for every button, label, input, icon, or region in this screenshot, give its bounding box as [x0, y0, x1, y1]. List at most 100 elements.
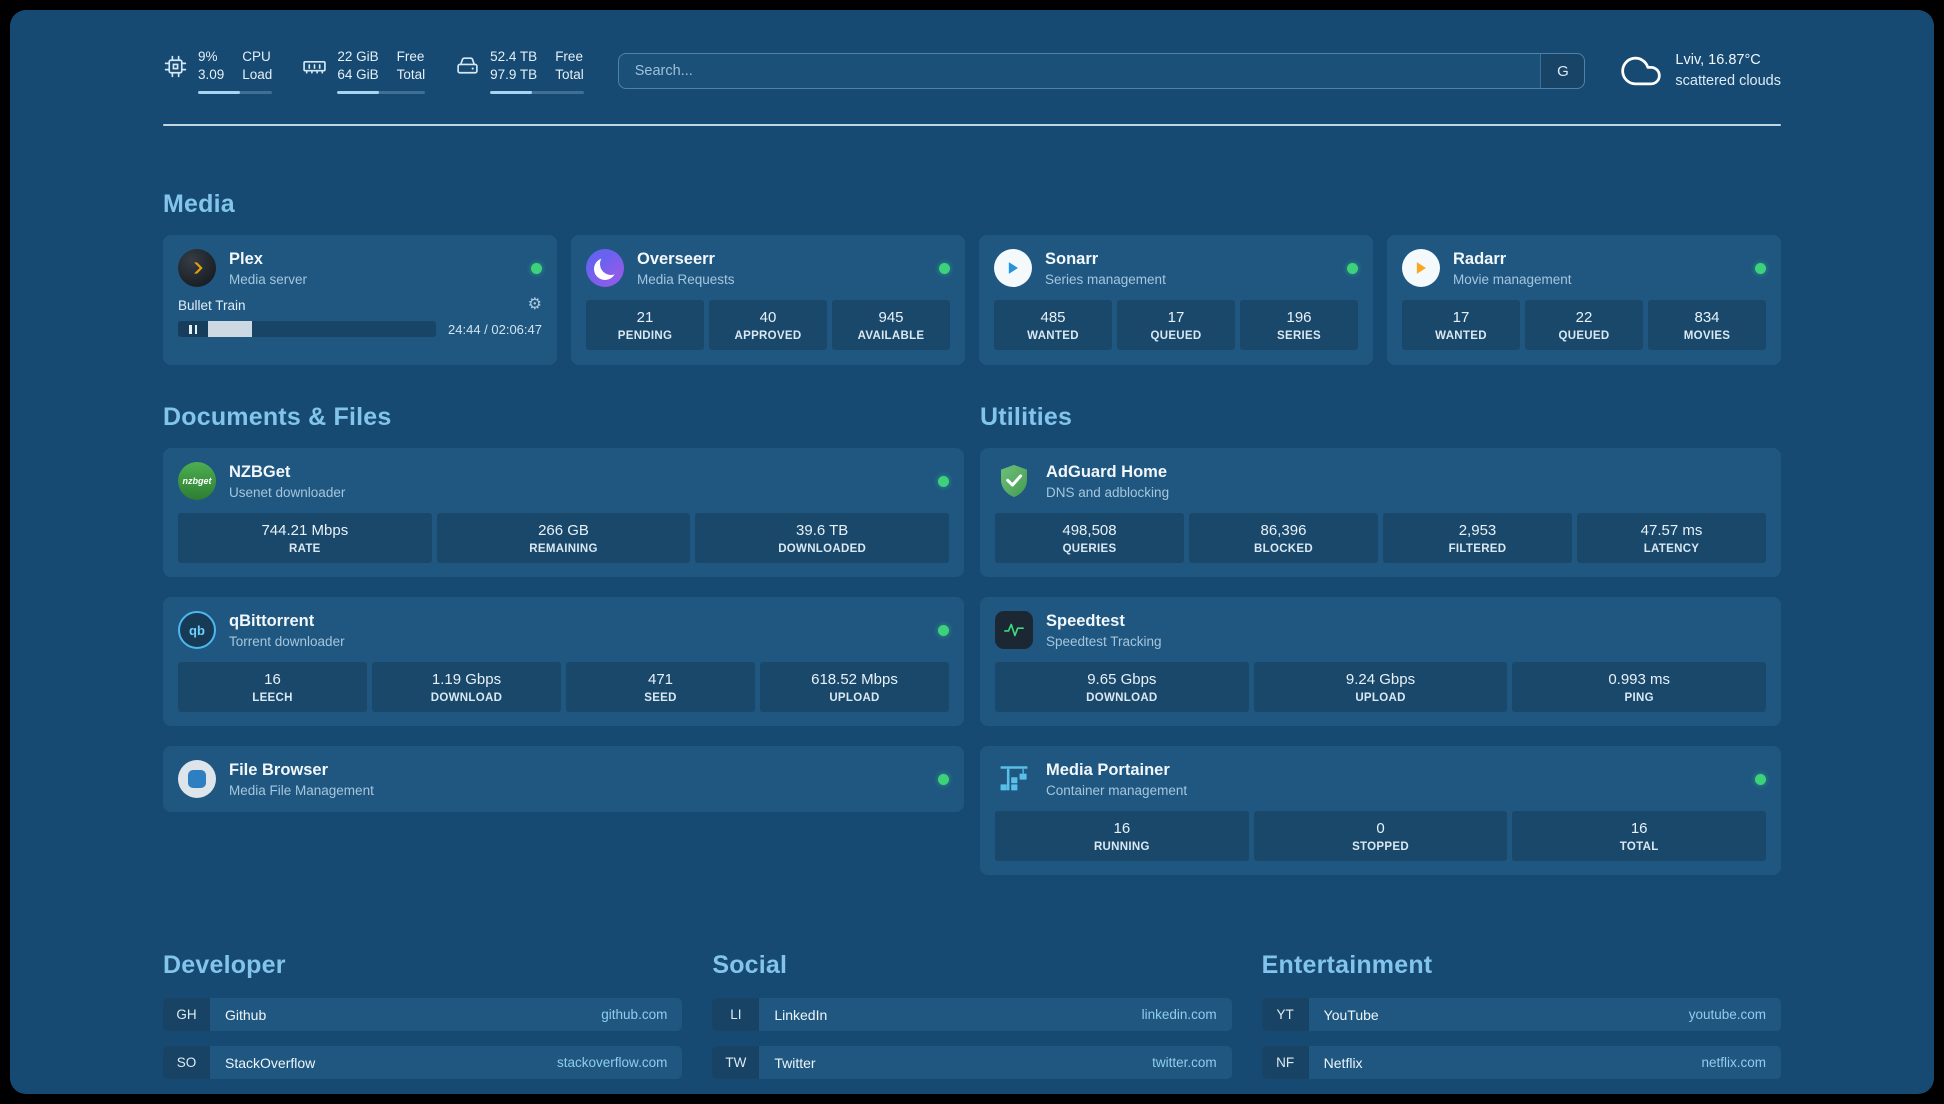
filebrowser-card-header: File Browser Media File Management	[178, 760, 949, 799]
filebrowser-card[interactable]: File Browser Media File Management	[163, 746, 964, 813]
service-subtitle: DNS and adblocking	[1046, 484, 1170, 500]
speedtest-stats: 9.65 Gbps DOWNLOAD 9.24 Gbps UPLOAD 0.99…	[995, 662, 1767, 713]
service-name: NZBGet	[229, 462, 291, 481]
stat-stopped: 0 STOPPED	[1253, 811, 1508, 862]
cpu-widget: 9% 3.09 CPU Load	[163, 48, 273, 95]
bookmark-group-developer: Developer GH Github github.com SO StackO…	[163, 951, 683, 1094]
status-dot	[938, 475, 949, 487]
stat-value: 17	[1452, 309, 1470, 327]
bookmark-abbr: SO	[163, 1046, 210, 1080]
radarr-card[interactable]: Radarr Movie management 17 WANTED 22 QUE…	[1387, 235, 1781, 366]
adguard-card-header: AdGuard Home DNS and adblocking	[995, 462, 1766, 500]
stat-value: 47.57 ms	[1640, 522, 1703, 540]
qbittorrent-card[interactable]: qb qBittorrent Torrent downloader 16 LEE…	[163, 597, 964, 727]
service-subtitle: Torrent downloader	[229, 633, 345, 649]
memory-widget-main: 22 GiB 64 GiB Free Total	[302, 48, 425, 84]
status-dot	[531, 262, 542, 274]
stat-value: 2,953	[1458, 522, 1497, 540]
bookmark-github[interactable]: GH Github github.com	[163, 998, 683, 1032]
bookmark-linkedin[interactable]: LI LinkedIn linkedin.com	[712, 998, 1232, 1032]
social-group-title: Social	[712, 951, 788, 980]
overseerr-stats: 21 PENDING 40 APPROVED 945 AVAILABLE	[586, 300, 950, 351]
plex-card[interactable]: Plex Media server Bullet Train ⚙	[163, 235, 557, 366]
stat-value: 618.52 Mbps	[811, 671, 898, 689]
service-name: Speedtest	[1046, 611, 1125, 630]
sonarr-icon	[994, 249, 1032, 288]
overseerr-card[interactable]: Overseerr Media Requests 21 PENDING 40 A…	[571, 235, 965, 366]
documents-section-title: Documents & Files	[163, 403, 392, 432]
pause-button[interactable]	[178, 321, 208, 338]
bookmark-url: stackoverflow.com	[557, 1055, 668, 1071]
stat-label: RATE	[289, 543, 321, 556]
speedtest-card[interactable]: Speedtest Speedtest Tracking 9.65 Gbps D…	[980, 597, 1781, 727]
settings-gear-icon[interactable]: ⚙	[527, 296, 542, 314]
plex-now-playing: Bullet Train ⚙	[178, 297, 542, 313]
portainer-card[interactable]: Media Portainer Container management 16 …	[980, 746, 1781, 876]
stat-label: QUEUED	[1150, 330, 1202, 343]
plex-card-header: Plex Media server	[178, 249, 542, 288]
nzbget-card[interactable]: nzbget NZBGet Usenet downloader 744.21 M…	[163, 448, 964, 578]
bookmark-stackoverflow[interactable]: SO StackOverflow stackoverflow.com	[163, 1046, 683, 1080]
disk-total: 97.9 TB	[490, 67, 538, 83]
bookmark-body: LinkedIn linkedin.com	[759, 998, 1231, 1031]
stat-label: UPLOAD	[1355, 692, 1406, 705]
filebrowser-icon-core	[188, 770, 206, 789]
stat-value: 196	[1286, 309, 1312, 327]
bookmark-abbr: LI	[712, 998, 760, 1032]
portainer-crane-icon	[995, 760, 1033, 798]
stat-wanted: 485 WANTED	[994, 300, 1112, 351]
bookmark-url: youtube.com	[1688, 1007, 1766, 1023]
service-name: Overseerr	[637, 249, 715, 268]
disk-bar	[490, 91, 584, 95]
bookmark-group-entertainment: Entertainment YT YouTube youtube.com NF …	[1261, 951, 1781, 1094]
stat-downloaded: 39.6 TB DOWNLOADED	[695, 513, 950, 564]
stat-value: 17	[1167, 309, 1185, 327]
search-provider-button[interactable]: G	[1540, 54, 1585, 89]
service-name: Media Portainer	[1046, 760, 1170, 779]
adguard-text: AdGuard Home DNS and adblocking	[1046, 463, 1169, 500]
bookmark-url: linkedin.com	[1141, 1007, 1217, 1023]
service-subtitle: Series management	[1045, 271, 1166, 287]
stat-download: 9.65 Gbps DOWNLOAD	[995, 662, 1249, 713]
plex-text: Plex Media server	[229, 250, 307, 287]
service-subtitle: Usenet downloader	[229, 484, 346, 500]
cpu-label-col: CPU Load	[242, 48, 272, 84]
stat-label: QUEUED	[1558, 330, 1610, 343]
bookmark-netflix[interactable]: NF Netflix netflix.com	[1261, 1046, 1781, 1080]
memory-values: 22 GiB 64 GiB Free Total	[337, 48, 425, 84]
stat-label: LATENCY	[1643, 543, 1700, 556]
memory-total: 64 GiB	[337, 67, 379, 83]
stat-value: 16	[1630, 820, 1648, 838]
bookmark-group-social: Social LI LinkedIn linkedin.com TW Twitt…	[712, 951, 1232, 1094]
bookmark-abbr: TW	[712, 1046, 760, 1080]
stat-filtered: 2,953 FILTERED	[1383, 513, 1572, 564]
sonarr-card-header: Sonarr Series management	[994, 249, 1358, 288]
playback-progress-fill	[208, 321, 253, 338]
bookmark-body: Twitter twitter.com	[759, 1046, 1231, 1079]
weather-location: Lviv, 16.87°C	[1675, 52, 1761, 69]
cpu-values: 9% 3.09 CPU Load	[198, 48, 272, 84]
dashboard-content: 9% 3.09 CPU Load	[163, 10, 1781, 1094]
search-bar: G	[617, 53, 1586, 90]
sonarr-card[interactable]: Sonarr Series management 485 WANTED 17 Q…	[979, 235, 1373, 366]
stat-label: RUNNING	[1093, 841, 1150, 854]
developer-group-title: Developer	[163, 951, 286, 980]
bookmark-youtube[interactable]: YT YouTube youtube.com	[1261, 998, 1781, 1032]
service-name: Plex	[229, 249, 263, 268]
topbar-divider	[163, 124, 1781, 127]
service-subtitle: Container management	[1046, 782, 1188, 798]
stat-value: 945	[878, 309, 904, 327]
status-dot	[939, 262, 950, 274]
stat-available: 945 AVAILABLE	[832, 300, 950, 351]
bookmark-twitter[interactable]: TW Twitter twitter.com	[712, 1046, 1232, 1080]
memory-label-bottom: Total	[396, 67, 426, 83]
stat-latency: 47.57 ms LATENCY	[1577, 513, 1766, 564]
playback-progress-track[interactable]	[208, 321, 437, 338]
adguard-card[interactable]: AdGuard Home DNS and adblocking 498,508 …	[980, 448, 1781, 578]
disk-icon	[455, 54, 480, 79]
radarr-text: Radarr Movie management	[1453, 250, 1572, 287]
stat-label: REMAINING	[529, 543, 598, 556]
search-input[interactable]	[618, 54, 1541, 89]
stat-blocked: 86,396 BLOCKED	[1189, 513, 1378, 564]
stat-label: UPLOAD	[829, 692, 880, 705]
